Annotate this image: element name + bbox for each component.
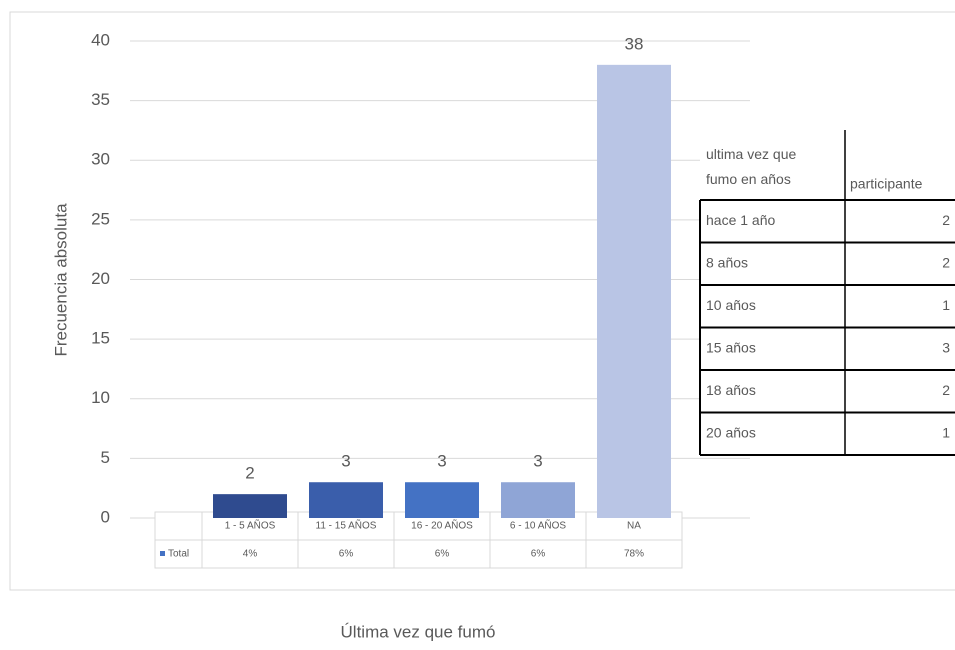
table-cell: 20 años (706, 424, 756, 440)
data-table-cell: 6% (531, 549, 546, 560)
table-bg (700, 130, 955, 455)
data-label: 3 (437, 452, 446, 471)
legend-label: Total (168, 549, 189, 560)
table-cell: 2 (942, 212, 950, 228)
y-tick-label: 35 (91, 90, 110, 109)
data-table-cell: 4% (243, 549, 258, 560)
x-tick-label: 1 - 5 AÑOS (225, 519, 276, 532)
x-tick-label: 11 - 15 AÑOS (316, 519, 377, 532)
table-cell: 2 (942, 382, 950, 398)
table-cell: hace 1 año (706, 212, 775, 228)
y-tick-label: 10 (91, 388, 110, 407)
data-label: 38 (625, 34, 644, 53)
data-table-cell: 6% (339, 549, 354, 560)
y-tick-label: 30 (91, 150, 110, 169)
data-table-cell: 78% (624, 549, 644, 560)
bar (501, 482, 575, 518)
table-cell: 3 (942, 339, 950, 355)
y-axis-title: Frecuencia absoluta (51, 203, 70, 357)
y-tick-label: 5 (101, 448, 110, 467)
y-tick-label: 15 (91, 329, 110, 348)
y-tick-label: 40 (91, 30, 110, 49)
table-cell: 18 años (706, 382, 756, 398)
data-label: 3 (533, 452, 542, 471)
table-cell: 8 años (706, 254, 748, 270)
data-table-cell: 6% (435, 549, 450, 560)
table-cell: 2 (942, 254, 950, 270)
y-tick-label: 20 (91, 269, 110, 288)
legend-key (160, 551, 165, 556)
side-table: ultima vez que fumo en años participante ha… (699, 130, 955, 456)
bar (405, 482, 479, 518)
table-header: participante (850, 176, 923, 192)
data-label: 3 (341, 452, 350, 471)
table-cell: 1 (942, 297, 950, 313)
bar (309, 482, 383, 518)
y-tick-label: 0 (101, 507, 110, 526)
x-tick-label: 16 - 20 AÑOS (411, 519, 473, 532)
bar (213, 494, 287, 518)
table-cell: 10 años (706, 297, 756, 313)
x-tick-label: NA (627, 521, 641, 532)
table-cell: 1 (942, 424, 950, 440)
data-label: 2 (245, 464, 254, 483)
y-tick-label: 25 (91, 209, 110, 228)
x-axis-title: Última vez que fumó (341, 622, 496, 641)
bar (597, 64, 671, 518)
table-header: ultima vez que fumo en años (706, 146, 796, 187)
x-tick-label: 6 - 10 AÑOS (510, 519, 566, 532)
table-cell: 15 años (706, 339, 756, 355)
